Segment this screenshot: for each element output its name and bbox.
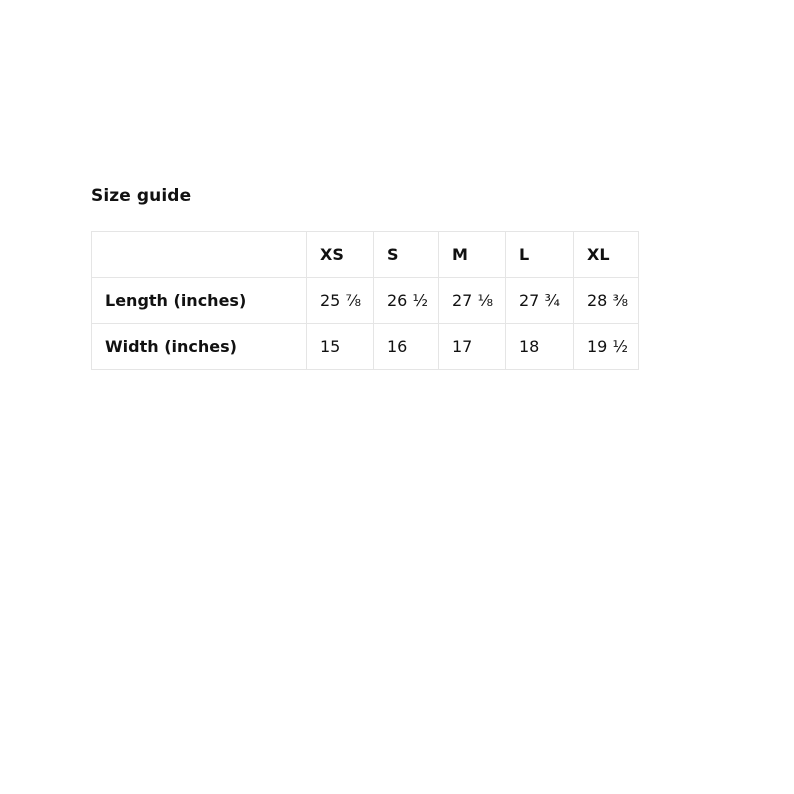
size-guide-table: XS S M L XL Length (inches) 25 ⅞ 26 ½ 27… [91,231,639,370]
row-label-length: Length (inches) [91,277,307,324]
length-l-cell: 27 ¾ [505,277,574,324]
width-s-cell: 16 [373,323,439,370]
column-header-xl: XL [573,231,639,278]
size-guide-section: Size guide XS S M L XL [91,186,639,370]
table-row-width: Width (inches) 15 16 17 18 19 ½ [91,323,639,370]
row-label-width: Width (inches) [91,323,307,370]
width-xl-cell: 19 ½ [573,323,639,370]
length-m-cell: 27 ⅛ [438,277,506,324]
width-m-cell: 17 [438,323,506,370]
header-row: XS S M L XL [91,231,639,278]
length-xl-cell: 28 ⅜ [573,277,639,324]
width-l-cell: 18 [505,323,574,370]
column-header-m: M [438,231,506,278]
column-header-s: S [373,231,439,278]
length-s-cell: 26 ½ [373,277,439,324]
column-header-xs: XS [306,231,374,278]
width-xs-cell: 15 [306,323,374,370]
length-xs-cell: 25 ⅞ [306,277,374,324]
table-row-length: Length (inches) 25 ⅞ 26 ½ 27 ⅛ 27 ¾ 28 ⅜ [91,277,639,324]
corner-cell [91,231,307,278]
column-header-l: L [505,231,574,278]
size-guide-title: Size guide [91,186,192,206]
